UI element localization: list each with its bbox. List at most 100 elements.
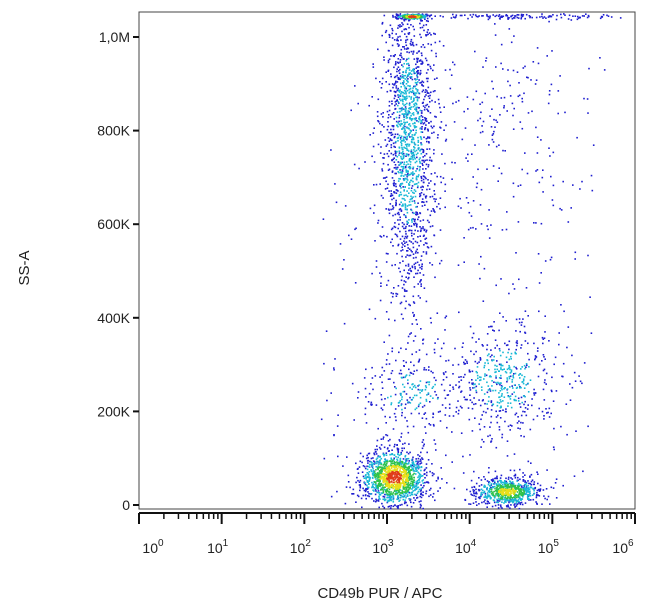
scatter-point xyxy=(471,486,473,489)
scatter-point xyxy=(378,495,380,498)
scatter-point xyxy=(413,465,415,467)
scatter-point xyxy=(444,371,447,373)
scatter-point xyxy=(384,415,386,418)
scatter-point xyxy=(460,391,462,393)
scatter-point xyxy=(410,38,413,41)
scatter-point xyxy=(406,161,408,163)
scatter-point xyxy=(413,35,416,37)
scatter-point xyxy=(474,144,476,146)
scatter-point xyxy=(404,501,406,503)
scatter-point xyxy=(410,96,412,99)
scatter-point xyxy=(406,126,408,129)
scatter-point xyxy=(410,189,413,192)
scatter-point xyxy=(430,67,432,70)
scatter-point xyxy=(409,136,411,138)
scatter-point xyxy=(354,282,357,284)
scatter-point xyxy=(437,490,439,492)
scatter-point xyxy=(402,136,405,138)
scatter-point xyxy=(499,493,502,495)
scatter-point xyxy=(486,225,488,227)
scatter-point xyxy=(511,500,513,503)
scatter-point xyxy=(386,152,389,155)
scatter-point xyxy=(387,137,390,139)
scatter-point xyxy=(434,101,436,103)
scatter-point xyxy=(357,397,359,399)
scatter-point xyxy=(382,116,384,118)
scatter-point xyxy=(391,475,393,477)
scatter-point xyxy=(413,192,415,194)
scatter-point xyxy=(389,116,392,118)
scatter-point xyxy=(411,16,413,18)
scatter-point xyxy=(522,489,525,491)
scatter-point xyxy=(415,211,417,213)
scatter-point xyxy=(385,359,388,361)
scatter-point xyxy=(379,484,382,486)
scatter-point xyxy=(381,502,383,505)
scatter-point xyxy=(517,500,519,503)
scatter-point xyxy=(541,176,544,179)
scatter-point xyxy=(416,186,419,189)
scatter-point xyxy=(379,456,381,458)
scatter-point xyxy=(413,85,415,88)
scatter-point xyxy=(490,415,493,418)
scatter-point xyxy=(375,453,378,455)
scatter-point xyxy=(423,404,426,407)
scatter-point xyxy=(444,162,446,165)
scatter-point xyxy=(533,492,536,495)
scatter-point xyxy=(404,459,407,461)
scatter-point xyxy=(445,454,447,457)
scatter-point xyxy=(474,14,477,16)
scatter-point xyxy=(423,172,425,174)
scatter-point xyxy=(527,352,529,355)
scatter-point xyxy=(515,496,518,499)
scatter-point xyxy=(555,18,558,21)
scatter-point xyxy=(419,193,421,195)
scatter-point xyxy=(413,172,416,175)
scatter-point xyxy=(496,494,498,497)
scatter-point xyxy=(484,373,486,375)
scatter-point xyxy=(525,486,528,488)
scatter-point xyxy=(430,43,432,46)
scatter-point xyxy=(463,361,465,364)
scatter-point xyxy=(601,16,603,18)
scatter-point xyxy=(372,145,375,148)
scatter-point xyxy=(454,16,456,19)
scatter-point xyxy=(412,253,415,255)
scatter-point xyxy=(431,17,433,20)
scatter-point xyxy=(411,234,413,237)
scatter-point xyxy=(429,196,432,198)
scatter-point xyxy=(574,380,577,382)
scatter-point xyxy=(543,399,546,401)
scatter-point xyxy=(421,263,423,265)
scatter-point xyxy=(426,394,428,396)
scatter-point xyxy=(378,466,381,468)
scatter-point xyxy=(405,107,407,110)
scatter-point xyxy=(519,330,521,333)
scatter-point xyxy=(425,124,427,126)
scatter-point xyxy=(412,462,415,464)
scatter-point xyxy=(391,471,394,473)
scatter-point xyxy=(421,480,424,482)
scatter-point xyxy=(391,198,393,201)
scatter-point xyxy=(490,400,493,402)
scatter-point xyxy=(515,330,517,332)
scatter-point xyxy=(401,182,404,185)
scatter-point xyxy=(486,15,488,17)
scatter-point xyxy=(509,500,512,503)
scatter-point xyxy=(399,163,402,165)
scatter-point xyxy=(397,456,399,459)
scatter-point xyxy=(372,462,375,465)
scatter-point xyxy=(418,244,420,247)
scatter-point xyxy=(412,196,414,198)
scatter-point xyxy=(337,455,339,458)
scatter-point xyxy=(473,492,475,495)
scatter-point xyxy=(421,390,423,392)
scatter-point xyxy=(439,126,441,129)
scatter-point xyxy=(417,202,419,204)
scatter-point xyxy=(421,60,423,63)
scatter-point xyxy=(416,248,418,251)
scatter-point xyxy=(391,469,393,472)
scatter-point xyxy=(393,464,395,467)
scatter-point xyxy=(409,117,411,120)
scatter-point xyxy=(395,203,397,205)
